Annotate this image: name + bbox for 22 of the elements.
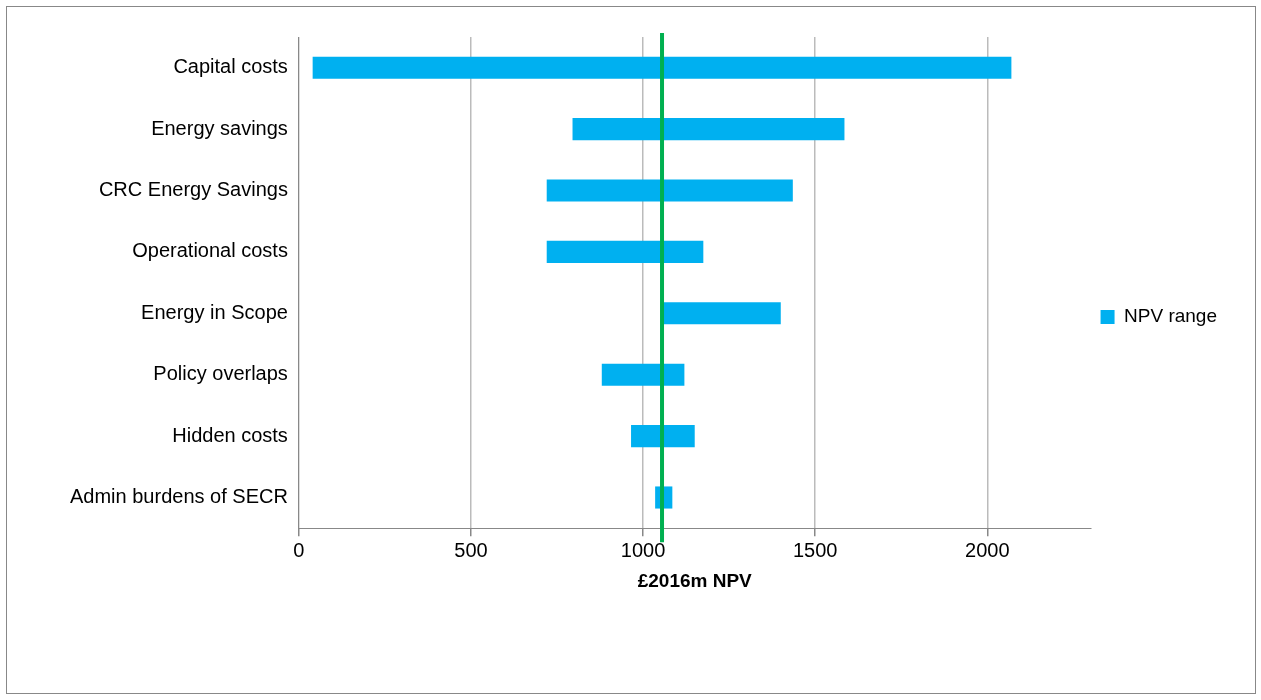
bar [663, 302, 781, 325]
x-axis-title: £2016m NPV [637, 569, 753, 591]
bar [312, 56, 1012, 79]
y-tick-label: Energy savings [151, 116, 288, 139]
y-tick-label: Admin burdens of SECR [69, 485, 288, 508]
y-tick-label: CRC Energy Savings [98, 178, 288, 201]
x-tick-label: 1500 [792, 538, 838, 561]
y-tick-label: Energy in Scope [141, 300, 288, 323]
y-tick-label: Hidden costs [172, 423, 288, 446]
legend-label: NPV range [1124, 305, 1218, 327]
y-tick-label: Policy overlaps [153, 362, 288, 385]
x-tick-label: 2000 [965, 538, 1010, 561]
bar [601, 363, 685, 386]
bar [546, 240, 704, 263]
bar [546, 179, 793, 202]
x-tick-label: 0 [293, 538, 305, 561]
x-tick-label: 500 [454, 538, 488, 561]
bar [572, 118, 845, 141]
x-tick-label: 1000 [620, 538, 666, 561]
y-tick-label: Capital costs [173, 55, 288, 78]
bar [631, 425, 695, 448]
y-tick-label: Operational costs [132, 239, 288, 262]
